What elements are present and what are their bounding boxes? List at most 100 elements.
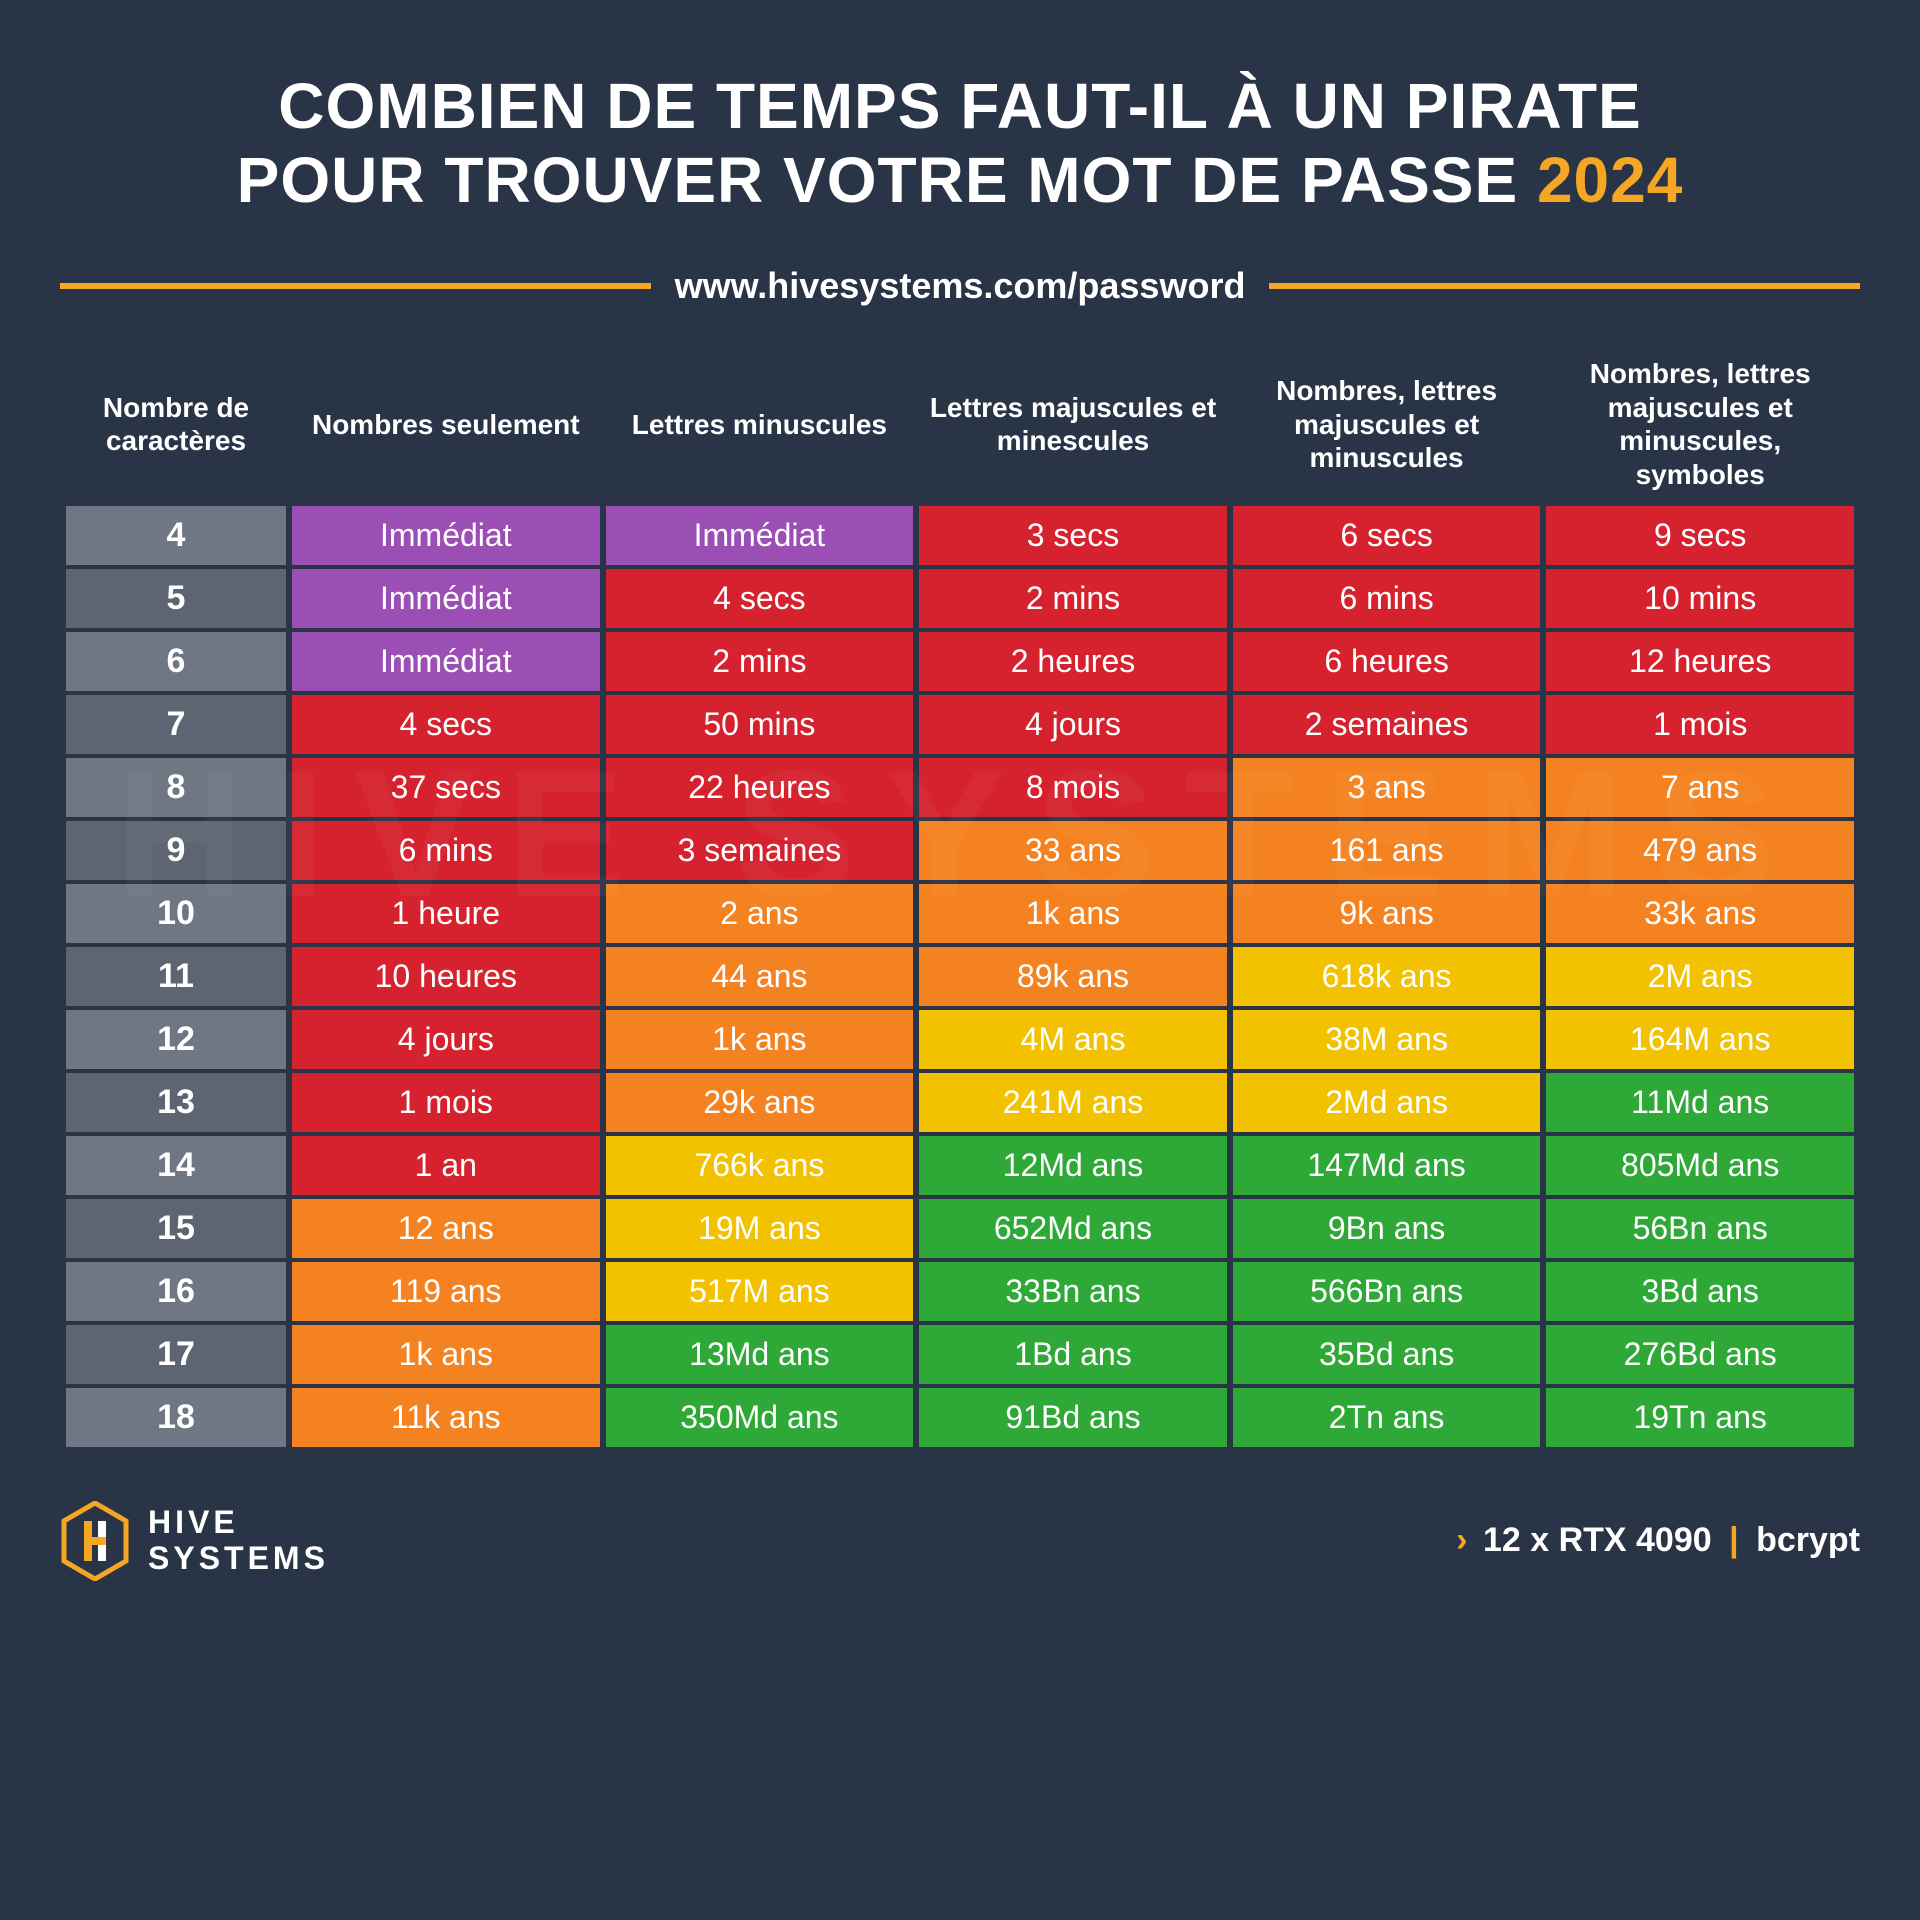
- crack-time-cell: 2M ans: [1546, 947, 1854, 1006]
- table-row: 74 secs50 mins4 jours2 semaines1 mois: [66, 695, 1854, 754]
- col-header-charcount: Nombre de caractères: [66, 347, 286, 501]
- chevron-right-icon: ›: [1456, 1521, 1467, 1559]
- hardware-gpu: 12 x RTX 4090: [1483, 1521, 1712, 1559]
- crack-time-cell: 13Md ans: [606, 1325, 914, 1384]
- table-row: 1811k ans350Md ans91Bd ans2Tn ans19Tn an…: [66, 1388, 1854, 1447]
- table-container: HIVE SYSTEMS Nombre de caractèresNombres…: [60, 343, 1860, 1450]
- rule-right: [1269, 283, 1860, 289]
- crack-time-cell: 44 ans: [606, 947, 914, 1006]
- crack-time-cell: 11Md ans: [1546, 1073, 1854, 1132]
- crack-time-cell: 6 secs: [1233, 506, 1541, 565]
- crack-time-cell: 56Bn ans: [1546, 1199, 1854, 1258]
- crack-time-cell: Immédiat: [606, 506, 914, 565]
- source-url: www.hivesystems.com/password: [675, 265, 1246, 307]
- crack-time-cell: 7 ans: [1546, 758, 1854, 817]
- crack-time-cell: 479 ans: [1546, 821, 1854, 880]
- col-header: Nombres seulement: [292, 347, 600, 501]
- table-row: 124 jours1k ans4M ans38M ans164M ans: [66, 1010, 1854, 1069]
- table-row: 16119 ans517M ans33Bn ans566Bn ans3Bd an…: [66, 1262, 1854, 1321]
- col-header: Lettres minuscules: [606, 347, 914, 501]
- table-row: 101 heure2 ans1k ans9k ans33k ans: [66, 884, 1854, 943]
- row-char-count: 18: [66, 1388, 286, 1447]
- crack-time-cell: 22 heures: [606, 758, 914, 817]
- row-char-count: 6: [66, 632, 286, 691]
- crack-time-cell: 6 heures: [1233, 632, 1541, 691]
- crack-time-cell: 119 ans: [292, 1262, 600, 1321]
- crack-time-cell: 35Bd ans: [1233, 1325, 1541, 1384]
- col-header: Nombres, lettres majuscules et minuscule…: [1233, 347, 1541, 501]
- crack-time-cell: 3Bd ans: [1546, 1262, 1854, 1321]
- crack-time-cell: 29k ans: [606, 1073, 914, 1132]
- crack-time-cell: 9 secs: [1546, 506, 1854, 565]
- crack-time-cell: 4 secs: [292, 695, 600, 754]
- crack-time-cell: 350Md ans: [606, 1388, 914, 1447]
- crack-time-cell: 2 semaines: [1233, 695, 1541, 754]
- row-char-count: 7: [66, 695, 286, 754]
- crack-time-cell: 33 ans: [919, 821, 1227, 880]
- crack-time-cell: 1 mois: [1546, 695, 1854, 754]
- row-char-count: 9: [66, 821, 286, 880]
- crack-time-cell: 618k ans: [1233, 947, 1541, 1006]
- crack-time-cell: 1Bd ans: [919, 1325, 1227, 1384]
- crack-time-cell: Immédiat: [292, 632, 600, 691]
- crack-time-cell: 3 secs: [919, 506, 1227, 565]
- crack-time-cell: 566Bn ans: [1233, 1262, 1541, 1321]
- table-header-row: Nombre de caractèresNombres seulementLet…: [66, 347, 1854, 501]
- crack-time-cell: 1k ans: [606, 1010, 914, 1069]
- crack-time-cell: 164M ans: [1546, 1010, 1854, 1069]
- crack-time-cell: 19Tn ans: [1546, 1388, 1854, 1447]
- title-year: 2024: [1537, 144, 1683, 216]
- crack-time-cell: 517M ans: [606, 1262, 914, 1321]
- crack-time-cell: 50 mins: [606, 695, 914, 754]
- table-row: 141 an766k ans12Md ans147Md ans805Md ans: [66, 1136, 1854, 1195]
- row-char-count: 8: [66, 758, 286, 817]
- crack-time-cell: 2 heures: [919, 632, 1227, 691]
- crack-time-cell: 19M ans: [606, 1199, 914, 1258]
- row-char-count: 4: [66, 506, 286, 565]
- url-row: www.hivesystems.com/password: [60, 265, 1860, 307]
- crack-time-cell: 89k ans: [919, 947, 1227, 1006]
- table-row: 6Immédiat2 mins2 heures6 heures12 heures: [66, 632, 1854, 691]
- title-block: COMBIEN DE TEMPS FAUT-IL À UN PIRATE POU…: [60, 70, 1860, 217]
- row-char-count: 13: [66, 1073, 286, 1132]
- crack-time-cell: 4M ans: [919, 1010, 1227, 1069]
- row-char-count: 12: [66, 1010, 286, 1069]
- row-char-count: 14: [66, 1136, 286, 1195]
- crack-time-cell: 2 ans: [606, 884, 914, 943]
- table-row: 96 mins3 semaines33 ans161 ans479 ans: [66, 821, 1854, 880]
- crack-time-cell: 91Bd ans: [919, 1388, 1227, 1447]
- table-row: 837 secs22 heures8 mois3 ans7 ans: [66, 758, 1854, 817]
- crack-time-cell: 33k ans: [1546, 884, 1854, 943]
- table-row: 131 mois29k ans241M ans2Md ans11Md ans: [66, 1073, 1854, 1132]
- crack-time-cell: 6 mins: [292, 821, 600, 880]
- logo-text: HIVE SYSTEMS: [148, 1505, 329, 1575]
- crack-time-cell: 4 secs: [606, 569, 914, 628]
- logo-text-1: HIVE: [148, 1505, 329, 1540]
- row-char-count: 17: [66, 1325, 286, 1384]
- crack-time-cell: 38M ans: [1233, 1010, 1541, 1069]
- crack-time-cell: 2 mins: [606, 632, 914, 691]
- rule-left: [60, 283, 651, 289]
- crack-time-cell: 276Bd ans: [1546, 1325, 1854, 1384]
- crack-time-cell: 12 heures: [1546, 632, 1854, 691]
- table-row: 1110 heures44 ans89k ans618k ans2M ans: [66, 947, 1854, 1006]
- footer: HIVE SYSTEMS › 12 x RTX 4090 | bcrypt: [60, 1501, 1860, 1581]
- row-char-count: 10: [66, 884, 286, 943]
- crack-time-cell: Immédiat: [292, 506, 600, 565]
- crack-time-cell: 1k ans: [292, 1325, 600, 1384]
- title-line-2: POUR TROUVER VOTRE MOT DE PASSE 2024: [60, 144, 1860, 218]
- title-text: POUR TROUVER VOTRE MOT DE PASSE: [237, 144, 1537, 216]
- crack-time-cell: 33Bn ans: [919, 1262, 1227, 1321]
- crack-time-cell: Immédiat: [292, 569, 600, 628]
- crack-time-cell: 4 jours: [292, 1010, 600, 1069]
- row-char-count: 16: [66, 1262, 286, 1321]
- crack-time-cell: 3 ans: [1233, 758, 1541, 817]
- crack-time-cell: 11k ans: [292, 1388, 600, 1447]
- table-row: 1512 ans19M ans652Md ans9Bn ans56Bn ans: [66, 1199, 1854, 1258]
- crack-time-cell: 1 an: [292, 1136, 600, 1195]
- brand-logo: HIVE SYSTEMS: [60, 1501, 329, 1581]
- crack-time-cell: 241M ans: [919, 1073, 1227, 1132]
- crack-time-cell: 10 mins: [1546, 569, 1854, 628]
- crack-time-cell: 2Tn ans: [1233, 1388, 1541, 1447]
- row-char-count: 11: [66, 947, 286, 1006]
